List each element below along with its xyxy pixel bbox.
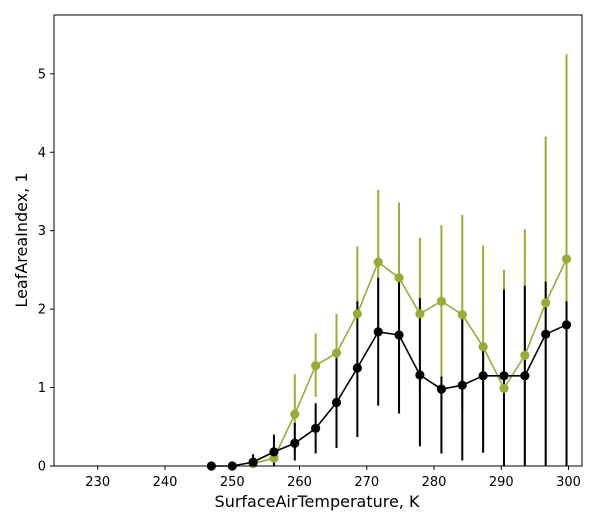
data-point-series-1 (478, 342, 488, 352)
y-axis: 0 1 2 3 4 5 (38, 67, 54, 475)
data-point-series-2 (248, 457, 258, 467)
y-axis-label: LeafAreaIndex, 1 (12, 172, 31, 307)
plot-frame (53, 14, 583, 467)
data-point-series-1 (311, 361, 321, 371)
data-point-series-1 (561, 254, 572, 264)
x-axis-label: SurfaceAirTemperature, K (215, 492, 420, 511)
data-point-series-1 (520, 350, 530, 361)
data-point-series-2 (561, 320, 572, 330)
x-tick-label: 250 (220, 475, 245, 490)
data-point-series-2 (394, 330, 404, 340)
data-point-series-1 (331, 348, 342, 358)
data-point-series-1 (541, 298, 551, 308)
data-point-series-1 (499, 383, 509, 393)
data-point-series-2 (478, 371, 488, 381)
x-tick-label: 290 (489, 475, 514, 490)
data-point-series-2 (311, 423, 321, 433)
y-tick-label: 2 (38, 303, 46, 318)
data-point-series-1 (436, 296, 447, 306)
data-point-series-2 (520, 371, 530, 381)
data-point-series-1 (457, 310, 467, 320)
data-point-series-2 (541, 329, 551, 339)
data-point-series-1 (373, 257, 383, 267)
data-point-series-1 (394, 273, 404, 283)
data-point-series-2 (290, 438, 300, 448)
data-point-series-2 (269, 447, 279, 457)
x-tick-label: 270 (354, 475, 379, 490)
data-point-series-2 (499, 371, 509, 381)
errorbar-layer (252, 54, 568, 466)
data-point-series-2 (436, 384, 447, 394)
data-point-series-1 (290, 409, 300, 419)
x-tick-label: 260 (287, 475, 312, 490)
x-tick-label: 230 (85, 475, 110, 490)
y-tick-label: 3 (38, 224, 46, 239)
series-line-2 (211, 324, 567, 467)
y-tick-label: 4 (38, 146, 46, 161)
marker-layer (206, 254, 572, 471)
y-tick-label: 1 (38, 381, 46, 396)
data-point-series-2 (415, 370, 425, 380)
data-point-series-2 (457, 380, 467, 390)
y-tick-label: 0 (38, 460, 46, 475)
x-tick-label: 300 (556, 475, 581, 490)
data-point-series-2 (373, 327, 383, 337)
data-point-series-1 (415, 309, 425, 319)
series-line-1 (252, 258, 568, 465)
x-axis: 230 240 250 260 270 280 290 300 (85, 466, 581, 490)
data-point-series-2 (331, 397, 342, 408)
data-point-series-2 (352, 363, 362, 373)
x-tick-label: 280 (422, 475, 447, 490)
x-tick-label: 240 (153, 475, 178, 490)
y-tick-label: 5 (38, 67, 46, 82)
series-layer (211, 258, 568, 467)
data-point-series-1 (352, 309, 362, 319)
